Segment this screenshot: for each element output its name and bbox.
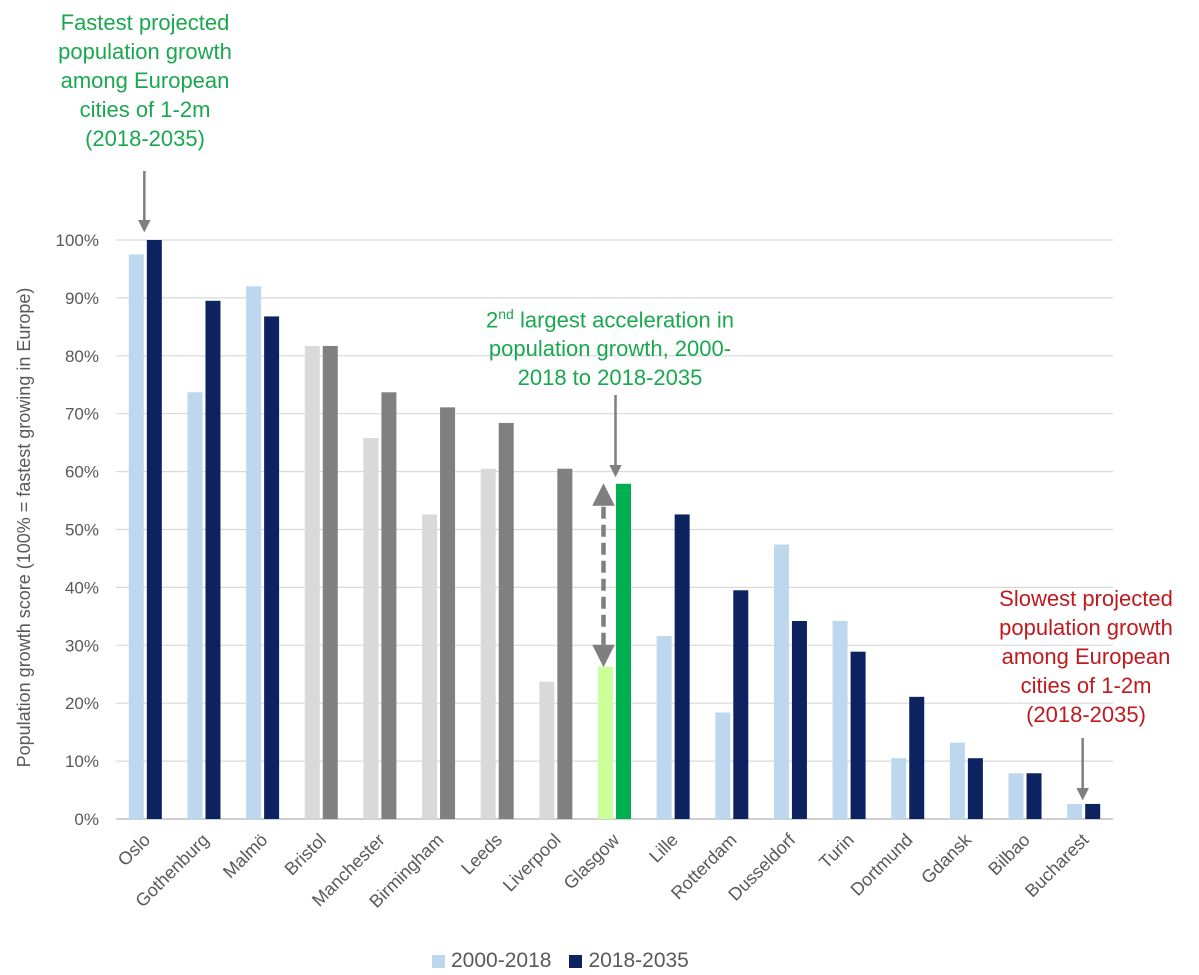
- legend-label-2000-2018: 2000-2018: [451, 949, 552, 972]
- x-category-label: Bucharest: [1021, 830, 1092, 901]
- y-tick-label: 90%: [65, 289, 99, 308]
- bar-manchester-2018-2035: [381, 392, 397, 819]
- bar-leeds-2000-2018: [480, 468, 496, 819]
- y-tick-label: 100%: [56, 231, 99, 250]
- bar-dusseldorf-2000-2018: [773, 544, 789, 819]
- bar-leeds-2018-2035: [498, 422, 514, 819]
- bar-malmö-2018-2035: [264, 316, 280, 819]
- x-category-label: Lille: [645, 830, 682, 867]
- bar-bilbao-2000-2018: [1008, 773, 1024, 819]
- y-tick-label: 80%: [65, 347, 99, 366]
- legend-swatch-2018-2035: [569, 954, 583, 968]
- x-category-label: Oslo: [114, 830, 154, 870]
- bar-oslo-2000-2018: [128, 254, 144, 820]
- legend-item-2018-2035: 2018-2035: [569, 949, 689, 973]
- fastest-growth-annotation: Fastest projected population growth among …: [20, 8, 270, 153]
- slowest-growth-annotation-line: population growth: [999, 615, 1173, 640]
- bar-bristol-2000-2018: [304, 345, 320, 819]
- bar-bucharest-2018-2035: [1085, 803, 1101, 819]
- x-category-label: Bilbao: [984, 830, 1034, 880]
- y-tick-label: 20%: [65, 694, 99, 713]
- y-tick-label: 0%: [74, 810, 99, 829]
- x-category-label: Malmö: [219, 830, 271, 882]
- bar-oslo-2018-2035: [146, 240, 162, 819]
- legend-swatch-2000-2018: [432, 954, 445, 968]
- bar-liverpool-2018-2035: [557, 468, 573, 819]
- x-category-label: Dortmund: [847, 830, 917, 900]
- y-axis-title: Population growth score (100% = fastest …: [14, 288, 34, 768]
- slowest-growth-annotation: Slowest projected population growth among …: [965, 584, 1199, 729]
- bar-dortmund-2000-2018: [891, 758, 907, 819]
- y-tick-label: 30%: [65, 636, 99, 655]
- slowest-growth-annotation-line: Slowest projected: [999, 586, 1173, 611]
- y-tick-label: 50%: [65, 521, 99, 540]
- acceleration-annotation-line3: 2018 to 2018-2035: [517, 365, 703, 391]
- bar-glasgow-2018-2035: [616, 483, 631, 819]
- bar-rotterdam-2000-2018: [715, 712, 731, 819]
- acceleration-annotation: 2nd largest acceleration in population g…: [440, 300, 780, 392]
- bar-liverpool-2000-2018: [539, 681, 555, 819]
- slowest-growth-annotation-line: cities of 1-2m: [1020, 673, 1152, 698]
- bar-turin-2000-2018: [832, 620, 848, 819]
- bar-rotterdam-2018-2035: [733, 590, 749, 819]
- y-tick-label: 70%: [65, 405, 99, 424]
- y-tick-label: 10%: [65, 752, 99, 771]
- bar-bristol-2018-2035: [322, 345, 338, 819]
- acceleration-annotation-line1: 2nd largest acceleration in: [440, 300, 780, 334]
- x-category-label: Gdansk: [917, 829, 976, 888]
- slowest-growth-annotation-line: (2018-2035): [1026, 702, 1146, 727]
- bar-glasgow-2000-2018: [598, 666, 613, 819]
- acceleration-annotation-line2: population growth, 2000-: [488, 336, 732, 362]
- fastest-growth-annotation-line: population growth: [58, 39, 232, 64]
- bar-bucharest-2000-2018: [1067, 803, 1083, 819]
- acceleration-line1-text: largest acceleration in: [513, 307, 734, 333]
- bar-bilbao-2018-2035: [1026, 773, 1042, 819]
- legend: 2000-2018 2018-2035: [432, 948, 707, 974]
- fastest-growth-annotation-line: cities of 1-2m: [79, 97, 211, 122]
- bar-birmingham-2018-2035: [440, 407, 456, 819]
- bar-lille-2000-2018: [656, 636, 672, 819]
- bar-gothenburg-2018-2035: [205, 300, 221, 819]
- slowest-growth-annotation-line: among European: [1001, 644, 1171, 669]
- bar-birmingham-2000-2018: [422, 514, 438, 819]
- y-tick-label: 40%: [65, 578, 99, 597]
- x-category-label: Liverpool: [499, 830, 565, 896]
- annotation-arrows: [138, 171, 1089, 801]
- bar-gothenburg-2000-2018: [187, 392, 203, 819]
- fastest-growth-annotation-line: among European: [60, 68, 230, 93]
- fastest-growth-annotation-line: Fastest projected: [60, 10, 230, 35]
- ordinal-suffix: nd: [498, 306, 514, 322]
- x-category-label: Leeds: [457, 830, 506, 879]
- x-category-label: Turin: [815, 830, 858, 873]
- bar-gdansk-2000-2018: [949, 742, 965, 819]
- y-axis-ticks: 0% 10% 20% 30% 40% 50% 60% 70% 80% 90% 100%: [56, 231, 99, 829]
- x-category-label: Glasgow: [560, 829, 624, 893]
- bars: [128, 240, 1101, 820]
- ordinal-number: 2: [486, 307, 499, 333]
- bar-turin-2018-2035: [850, 651, 866, 819]
- fastest-growth-annotation-line: (2018-2035): [85, 126, 205, 151]
- bar-lille-2018-2035: [674, 514, 690, 819]
- bar-gdansk-2018-2035: [967, 758, 983, 819]
- legend-label-2018-2035: 2018-2035: [588, 949, 689, 972]
- bar-malmö-2000-2018: [246, 286, 262, 819]
- bar-manchester-2000-2018: [363, 438, 379, 819]
- bar-dusseldorf-2018-2035: [791, 620, 807, 819]
- y-tick-label: 60%: [65, 463, 99, 482]
- x-category-label: Bristol: [281, 830, 331, 880]
- legend-item-2000-2018: 2000-2018: [432, 949, 551, 973]
- bar-dortmund-2018-2035: [909, 696, 925, 819]
